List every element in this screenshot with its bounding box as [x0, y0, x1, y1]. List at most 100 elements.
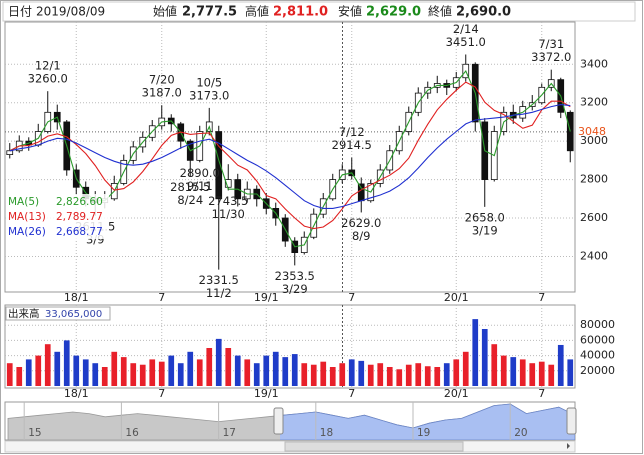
- annotation-date: 3/19: [472, 223, 498, 237]
- annotation-value: 3451.0: [446, 35, 486, 49]
- volume-bar: [44, 344, 51, 386]
- x-tick-label: 7: [348, 387, 355, 400]
- volume-bar: [225, 348, 232, 386]
- annotation-value: 3187.0: [142, 86, 182, 100]
- candle-body: [224, 179, 232, 188]
- legend-value: 2,668.77: [56, 226, 103, 238]
- annotation-value: 2629.0: [341, 216, 381, 230]
- navigator-handle[interactable]: [566, 407, 577, 435]
- annotation-date: 10/5: [196, 75, 222, 89]
- x-tick-label: 7: [158, 387, 165, 400]
- volume-bar: [206, 348, 213, 386]
- candle-body: [566, 111, 574, 152]
- volume-bar: [320, 361, 327, 386]
- volume-bar: [462, 351, 469, 386]
- navigator-label: 17: [223, 427, 236, 439]
- volume-bar: [329, 367, 336, 386]
- volume-bar: [35, 355, 42, 386]
- volume-bar: [310, 364, 317, 386]
- x-tick-label: 18/1: [64, 291, 89, 304]
- ma-line: [9, 81, 571, 230]
- volume-bar: [377, 363, 384, 386]
- scrollbar-thumb[interactable]: [284, 441, 464, 452]
- annotation-value: 3173.0: [189, 88, 229, 102]
- field-name: 高値: [245, 4, 269, 19]
- plot: [5, 54, 575, 270]
- volume-bar: [415, 363, 422, 386]
- volume-bar: [168, 355, 175, 386]
- y-tick-label: 40000: [580, 349, 615, 362]
- volume-bar: [367, 364, 374, 386]
- volume-bar: [500, 355, 507, 386]
- annotation-date: 8/9: [352, 229, 371, 243]
- y-tick-label: 3400: [580, 57, 608, 70]
- volume-bar: [453, 359, 460, 386]
- volume-bar: [434, 367, 441, 386]
- volume-bar: [158, 361, 165, 386]
- field-value: 2,690.0: [456, 5, 511, 20]
- volume-bar: [73, 355, 80, 386]
- ma-line: [9, 104, 571, 209]
- volume-bar: [301, 363, 308, 386]
- annotation-date: 3/29: [282, 282, 308, 296]
- volume-bar: [510, 357, 517, 386]
- legend-name: MA(26): [8, 226, 46, 238]
- y-tick-label: 80000: [580, 318, 615, 331]
- y-tick-label: 2400: [580, 249, 608, 262]
- navigator-label: 15: [28, 427, 41, 439]
- field-name: 安値: [338, 4, 362, 19]
- volume-bar: [215, 338, 222, 386]
- y-tick-label: 3200: [580, 96, 608, 109]
- scroll-arrow[interactable]: [567, 443, 570, 449]
- volume-bar: [234, 355, 241, 386]
- volume-bar: [567, 359, 574, 386]
- volume-bar: [63, 340, 70, 386]
- volume-bar: [424, 366, 431, 386]
- annotation-value: 2815.5: [170, 180, 210, 194]
- volume-bar: [386, 367, 393, 386]
- volume-bar: [120, 357, 127, 386]
- volume-bar: [291, 354, 298, 386]
- volume-panel: [4, 304, 576, 389]
- volume-bar: [92, 363, 99, 386]
- x-tick-label: 20/1: [444, 291, 469, 304]
- volume-bar: [25, 359, 32, 386]
- field-name: 終値: [428, 4, 452, 19]
- navigator-label: 19: [417, 427, 430, 439]
- candle-body: [215, 131, 223, 200]
- price-panel: [4, 21, 576, 293]
- annotation-value: 2890.0: [180, 166, 220, 180]
- volume-bar: [244, 359, 251, 386]
- header-box: [2, 1, 636, 22]
- date: 2019/08/09: [36, 5, 105, 19]
- annotation-value: 2658.0: [465, 210, 505, 224]
- volume-bar: [538, 361, 545, 386]
- annotation-value: 2353.5: [275, 269, 315, 283]
- field-value: 2,777.5: [182, 5, 237, 20]
- annotation-date: 12/1: [35, 59, 61, 73]
- volume-bar: [177, 363, 184, 386]
- annotation-value: 2331.5: [199, 273, 239, 287]
- volume-bar: [491, 344, 498, 386]
- annotation-date: 11/2: [206, 286, 232, 300]
- x-tick-label: 7: [158, 291, 165, 304]
- legend-name: MA(5): [8, 196, 39, 208]
- annotation-date: 7/31: [538, 37, 564, 51]
- x-tick-label: 7: [538, 291, 545, 304]
- navigator-label: 20: [514, 427, 527, 439]
- y-tick-label: 20000: [580, 364, 615, 377]
- legend-value: 2,789.77: [56, 211, 103, 223]
- volume-bar: [443, 363, 450, 386]
- volume-bar: [557, 344, 564, 386]
- field-value: 2,629.0: [366, 5, 421, 20]
- x-tick-label: 19/1: [254, 387, 279, 400]
- volume-bar: [472, 319, 479, 386]
- candle-body: [6, 150, 14, 155]
- navigator-handle[interactable]: [273, 407, 284, 435]
- legend-box: [6, 194, 109, 239]
- annotation-date: 7/12: [339, 125, 365, 139]
- volume-bar: [16, 367, 23, 386]
- volume-bar: [263, 355, 270, 386]
